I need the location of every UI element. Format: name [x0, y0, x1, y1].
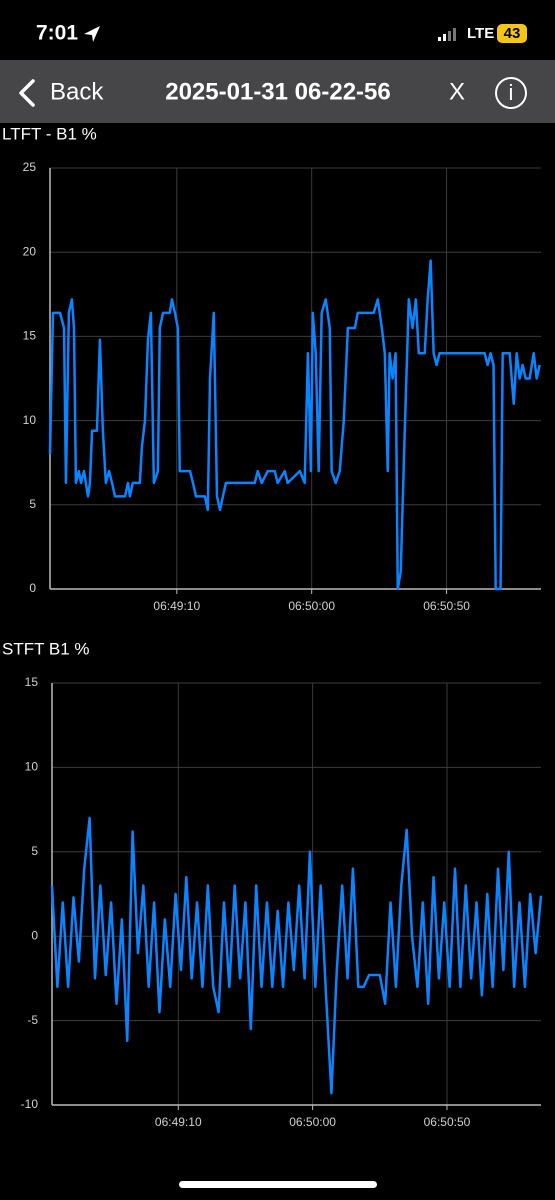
- y-tick-label: 15: [23, 329, 37, 343]
- y-tick-label: 5: [31, 844, 38, 858]
- status-time: 7:01: [36, 22, 78, 45]
- y-tick-label: 10: [25, 760, 39, 774]
- chart-title: LTFT - B1 %: [2, 124, 97, 143]
- y-tick-label: 15: [25, 675, 39, 689]
- y-tick-label: 20: [23, 244, 37, 258]
- y-tick-label: 0: [29, 581, 36, 595]
- x-tick-label: 06:50:50: [424, 1115, 471, 1129]
- y-tick-label: -10: [21, 1097, 39, 1111]
- y-tick-label: 0: [31, 928, 38, 942]
- signal-bar: [443, 34, 446, 41]
- data-line: [48, 259, 541, 591]
- chart-title: STFT B1 %: [2, 639, 90, 658]
- info-label[interactable]: i: [509, 80, 514, 105]
- nav-title: 2025-01-31 06-22-56: [165, 78, 391, 105]
- data-line: [50, 816, 543, 1095]
- y-tick-label: 5: [29, 497, 36, 511]
- y-tick-label: 25: [23, 160, 37, 174]
- network-type: LTE: [467, 25, 494, 42]
- signal-icon: [438, 28, 456, 41]
- back-chevron: [19, 79, 35, 107]
- close-button[interactable]: X: [449, 78, 465, 105]
- location-icon: [84, 26, 100, 42]
- x-tick-label: 06:49:10: [153, 599, 200, 613]
- y-tick-label: -5: [27, 1013, 38, 1027]
- x-tick-label: 06:50:50: [423, 599, 470, 613]
- x-tick-label: 06:50:00: [288, 599, 335, 613]
- signal-bar: [448, 31, 451, 41]
- home-indicator: [179, 1181, 377, 1188]
- back-label[interactable]: Back: [50, 78, 104, 105]
- battery: [497, 24, 527, 43]
- y-tick-label: 10: [23, 413, 37, 427]
- info-button[interactable]: [495, 77, 527, 109]
- nav-bar: [0, 60, 555, 123]
- x-tick-label: 06:49:10: [155, 1115, 202, 1129]
- x-tick-label: 06:50:00: [289, 1115, 336, 1129]
- signal-bar: [453, 28, 456, 41]
- battery-level: 43: [504, 25, 521, 42]
- back-button[interactable]: Back: [19, 78, 104, 107]
- signal-bar: [438, 37, 441, 41]
